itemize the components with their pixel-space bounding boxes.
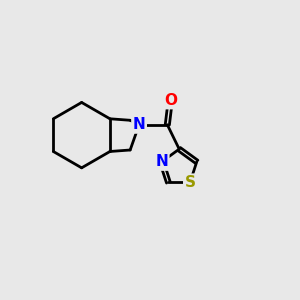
- Text: S: S: [184, 175, 196, 190]
- Text: N: N: [155, 154, 168, 169]
- Text: N: N: [133, 117, 146, 132]
- Text: O: O: [164, 93, 177, 108]
